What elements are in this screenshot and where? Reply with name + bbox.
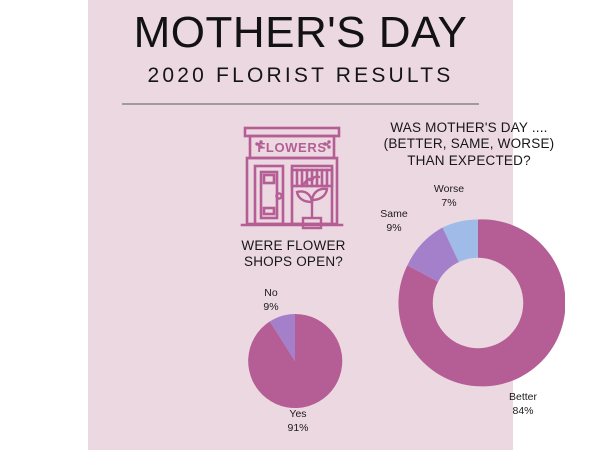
- pie-chart-shops-open: [246, 312, 344, 410]
- pie-slice-no: [269, 313, 295, 361]
- pie-label-no-name: No: [264, 287, 278, 299]
- pie-label-yes: Yes 91%: [268, 407, 328, 435]
- right-chart-question: WAS MOTHER'S DAY .... (BETTER, SAME, WOR…: [359, 120, 579, 169]
- right-question-line-3: THAN EXPECTED?: [407, 152, 531, 168]
- pie-slice-yes: [248, 313, 343, 409]
- header: MOTHER'S DAY 2020 FLORIST RESULTS: [88, 0, 513, 88]
- donut-label-worse-name: Worse: [433, 183, 465, 195]
- right-question-line-1: WAS MOTHER'S DAY ....: [390, 120, 548, 135]
- donut-label-worse: Worse 7%: [418, 182, 480, 210]
- infographic-panel: MOTHER'S DAY 2020 FLORIST RESULTS: [88, 0, 566, 450]
- pie-label-yes-pct: 91%: [287, 422, 309, 435]
- flower-glyph-left: [255, 140, 263, 149]
- pie-label-no: No 9%: [246, 286, 296, 314]
- left-question-line-1: WERE FLOWER: [241, 238, 346, 253]
- pie-label-yes-name: Yes: [289, 408, 307, 420]
- header-divider: [122, 103, 479, 105]
- page-subtitle: 2020 FLORIST RESULTS: [147, 64, 454, 88]
- pie-label-no-pct: 9%: [263, 301, 279, 314]
- flower-glyph-right: [323, 140, 331, 149]
- donut-label-better: Better 84%: [492, 390, 554, 418]
- donut-label-better-name: Better: [508, 391, 537, 403]
- donut-label-worse-pct: 7%: [441, 197, 457, 210]
- donut-label-same: Same 9%: [368, 207, 420, 235]
- donut-label-better-pct: 84%: [512, 405, 534, 418]
- left-question-line-2: SHOPS OPEN?: [244, 254, 343, 270]
- donut-chart-vs-expected: [391, 216, 566, 390]
- donut-hole: [432, 257, 524, 349]
- flower-shop-icon: FLOWERS: [240, 122, 344, 232]
- right-question-line-2: (BETTER, SAME, WORSE): [383, 136, 555, 152]
- left-chart-question: WERE FLOWER SHOPS OPEN?: [206, 238, 381, 271]
- shop-sign-text: FLOWERS: [257, 140, 326, 155]
- page-title: MOTHER'S DAY: [133, 8, 468, 57]
- donut-label-same-name: Same: [380, 208, 408, 220]
- donut-label-same-pct: 9%: [386, 222, 402, 235]
